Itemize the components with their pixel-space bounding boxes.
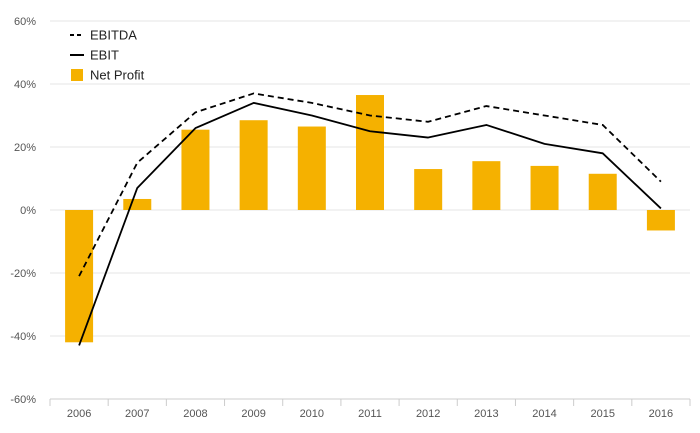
bar-2007 — [123, 198, 152, 210]
y-tick-label: 20% — [14, 142, 36, 154]
bar-2008 — [181, 129, 210, 210]
bar-2010 — [297, 126, 326, 210]
x-tick-label: 2010 — [300, 408, 324, 420]
line-series — [78, 92, 662, 346]
y-tick-label: -60% — [10, 394, 36, 406]
bar-series-net-profit — [65, 95, 675, 343]
x-tick-label: 2014 — [532, 408, 556, 420]
bar-2014 — [530, 165, 559, 210]
y-tick-label: -40% — [10, 331, 36, 343]
x-tick-label: 2008 — [183, 408, 207, 420]
legend-swatch — [71, 69, 83, 81]
bar-2011 — [356, 95, 384, 210]
x-tick-label: 2011 — [358, 408, 382, 420]
x-tick-label: 2015 — [590, 408, 614, 420]
x-tick-label: 2013 — [474, 408, 498, 420]
x-tick-label: 2016 — [649, 408, 673, 420]
x-axis: 2006 2007 2008 2009 2010 2011 2012 2013 2014 2015… — [49, 398, 691, 420]
y-axis: 60% 40% 20% 0% -20% -40% -60% — [10, 16, 36, 406]
x-tick-label: 2007 — [125, 408, 149, 420]
legend: EBITDA EBIT Net Profit — [70, 28, 145, 83]
bar-2012 — [414, 169, 443, 210]
x-tick-label: 2006 — [67, 408, 91, 420]
bar-2015 — [588, 173, 617, 210]
legend-item-net-profit[interactable]: Net Profit — [71, 68, 145, 83]
x-tick-label: 2009 — [241, 408, 265, 420]
line-ebitda — [78, 92, 662, 277]
bar-2013 — [472, 161, 501, 210]
legend-item-ebitda[interactable]: EBITDA — [70, 28, 137, 43]
legend-label: EBIT — [90, 48, 119, 63]
bar-2009 — [239, 120, 268, 210]
x-tick-label: 2012 — [416, 408, 440, 420]
bar-2016 — [646, 210, 675, 231]
y-tick-label: 40% — [14, 79, 36, 91]
y-tick-label: 0% — [20, 205, 36, 217]
legend-label: Net Profit — [90, 68, 145, 83]
legend-label: EBITDA — [90, 28, 137, 43]
legend-item-ebit[interactable]: EBIT — [70, 48, 119, 63]
y-tick-label: 60% — [14, 16, 36, 28]
line-ebit — [78, 102, 662, 346]
y-tick-label: -20% — [10, 268, 36, 280]
